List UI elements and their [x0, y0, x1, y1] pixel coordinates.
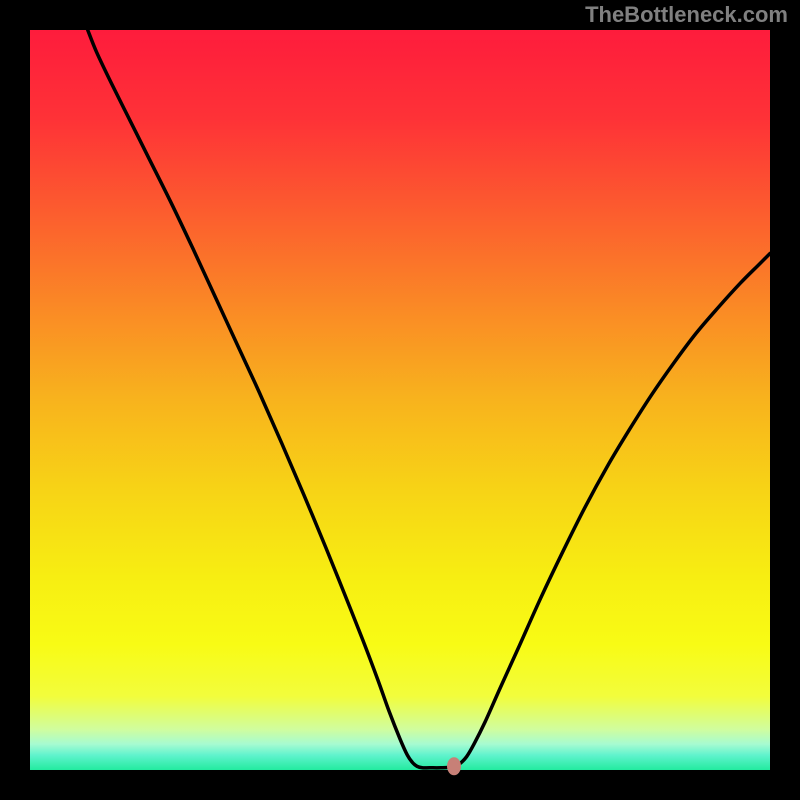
bottleneck-chart: [0, 0, 800, 800]
watermark-text: TheBottleneck.com: [585, 2, 788, 28]
chart-container: TheBottleneck.com: [0, 0, 800, 800]
optimum-marker: [447, 757, 461, 775]
